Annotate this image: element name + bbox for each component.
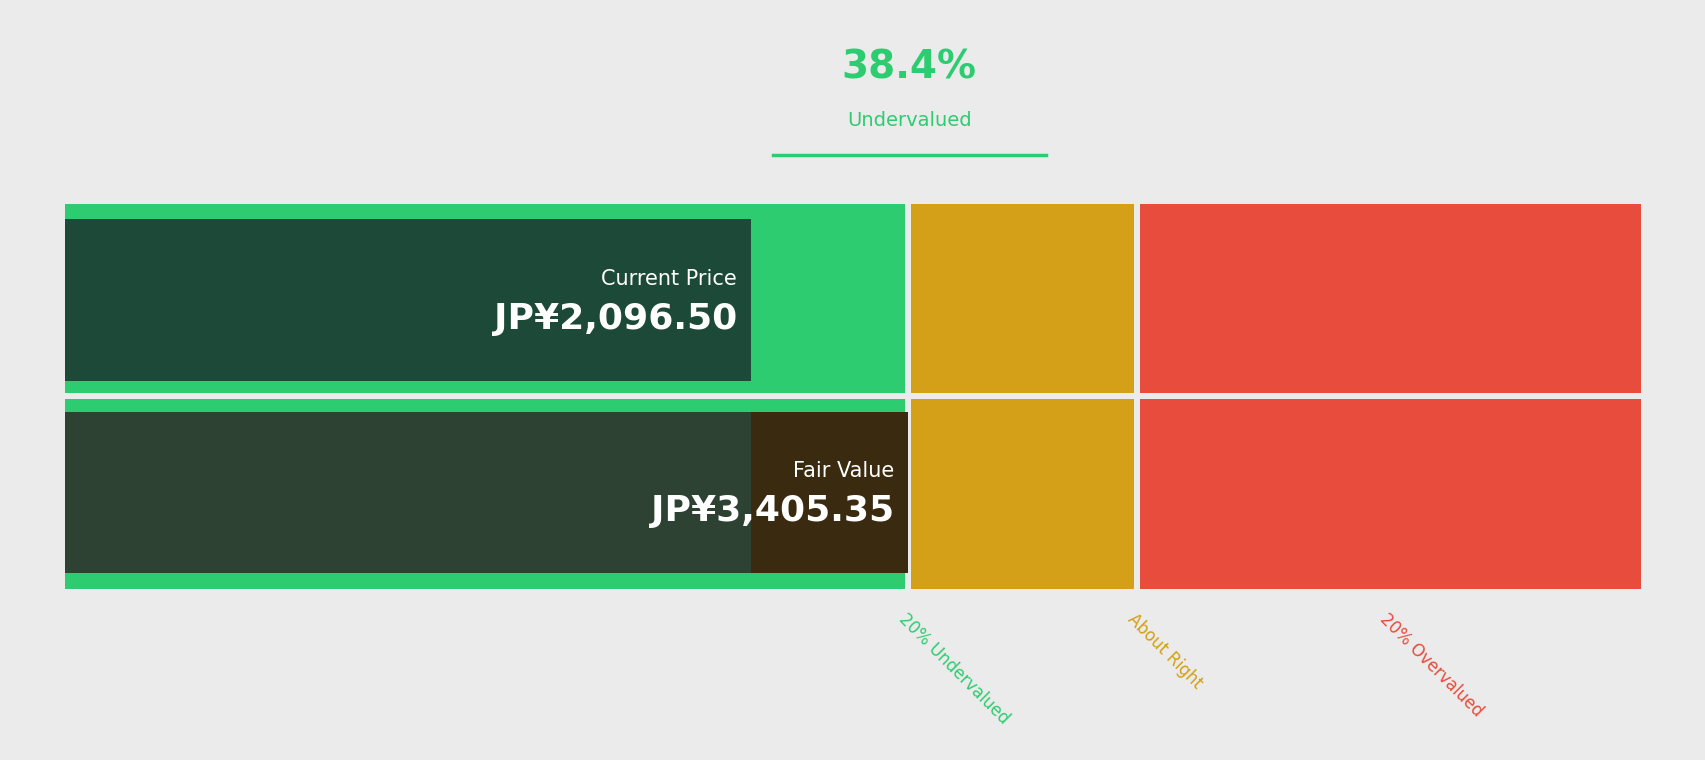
Bar (1136, 204, 1640, 589)
Text: Undervalued: Undervalued (846, 111, 972, 130)
Text: About Right: About Right (1124, 610, 1205, 692)
Text: 38.4%: 38.4% (841, 49, 977, 87)
Bar (750, 412, 907, 573)
Text: 20% Overvalued: 20% Overvalued (1376, 610, 1485, 720)
Bar (904, 204, 910, 589)
Text: Current Price: Current Price (600, 269, 737, 289)
Bar (65, 393, 1640, 399)
Text: Fair Value: Fair Value (793, 461, 893, 481)
Bar (65, 412, 907, 573)
Bar (65, 204, 907, 589)
Text: 20% Undervalued: 20% Undervalued (895, 610, 1013, 727)
Bar (65, 219, 750, 381)
Text: JP¥3,405.35: JP¥3,405.35 (651, 494, 893, 528)
Bar (1132, 204, 1139, 589)
Bar (907, 204, 1136, 589)
Text: JP¥2,096.50: JP¥2,096.50 (493, 302, 737, 336)
